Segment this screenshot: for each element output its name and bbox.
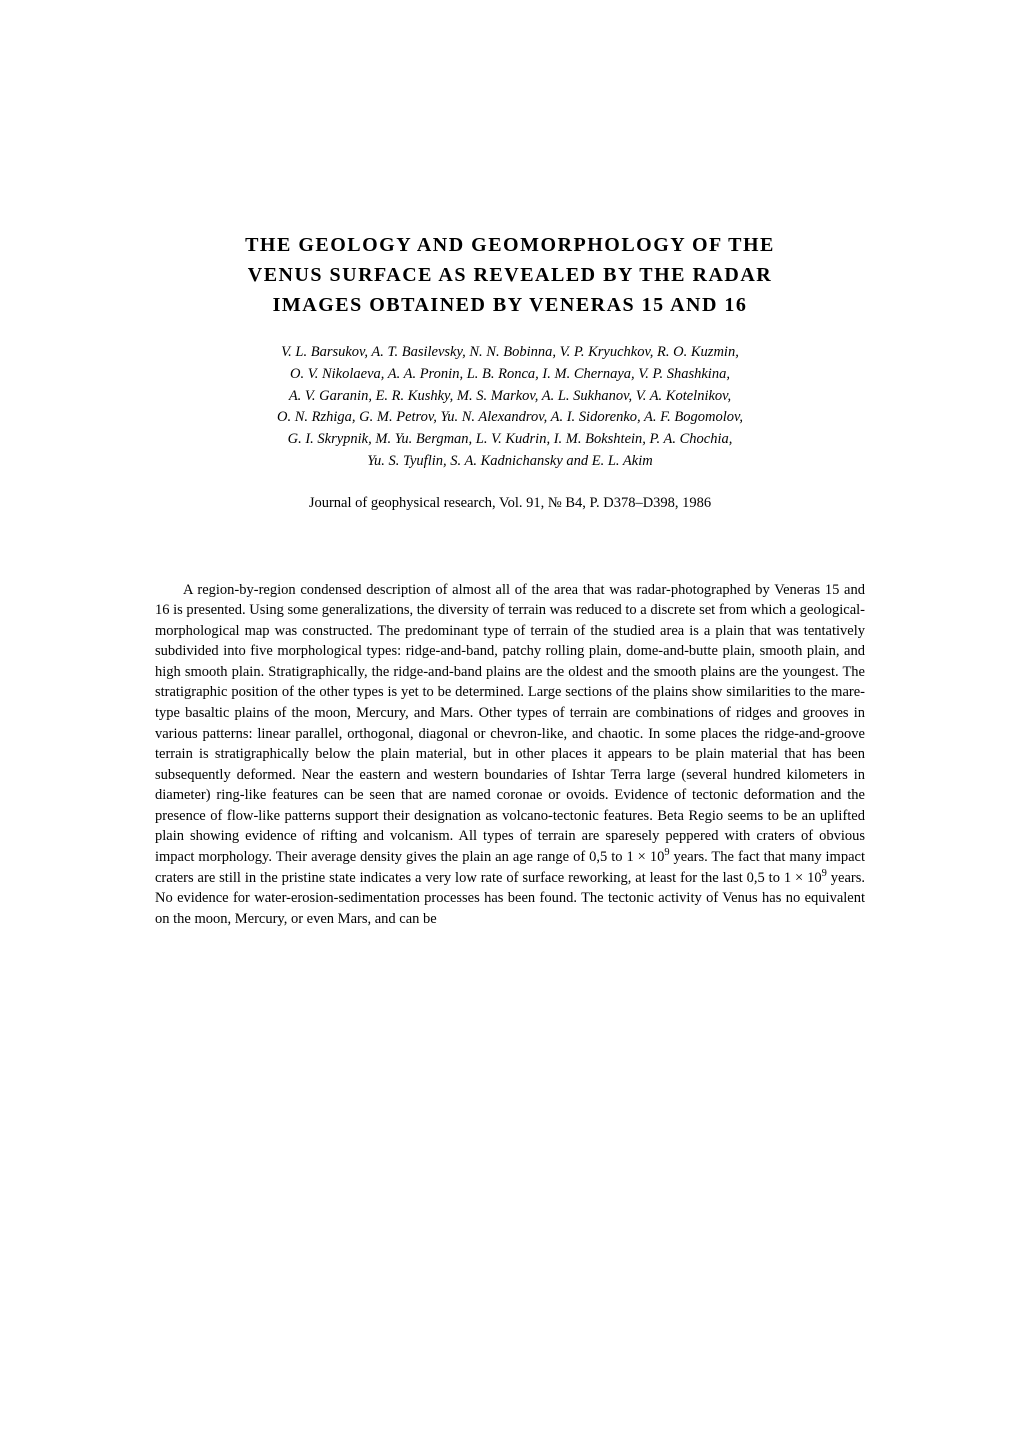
authors-line-6: Yu. S. Tyuflin, S. A. Kadnichansky and E…: [155, 451, 865, 473]
authors-line-2: O. V. Nikolaeva, A. A. Pronin, L. B. Ron…: [155, 364, 865, 386]
authors-line-4: O. N. Rzhiga, G. M. Petrov, Yu. N. Alexa…: [155, 407, 865, 429]
authors-line-1: V. L. Barsukov, A. T. Basilevsky, N. N. …: [155, 342, 865, 364]
paper-title: THE GEOLOGY AND GEOMORPHOLOGY OF THE VEN…: [155, 230, 865, 320]
authors-line-3: A. V. Garanin, E. R. Kushky, M. S. Marko…: [155, 386, 865, 408]
title-line-3: IMAGES OBTAINED BY VENERAS 15 AND 16: [155, 290, 865, 320]
paper-abstract: A region-by-region condensed description…: [155, 580, 865, 930]
authors-line-5: G. I. Skrypnik, M. Yu. Bergman, L. V. Ku…: [155, 429, 865, 451]
paper-authors: V. L. Barsukov, A. T. Basilevsky, N. N. …: [155, 342, 865, 473]
title-line-2: VENUS SURFACE AS REVEALED BY THE RADAR: [155, 260, 865, 290]
abstract-text-1: A region-by-region condensed description…: [155, 582, 865, 866]
title-line-1: THE GEOLOGY AND GEOMORPHOLOGY OF THE: [155, 230, 865, 260]
journal-citation: Journal of geophysical research, Vol. 91…: [155, 495, 865, 512]
